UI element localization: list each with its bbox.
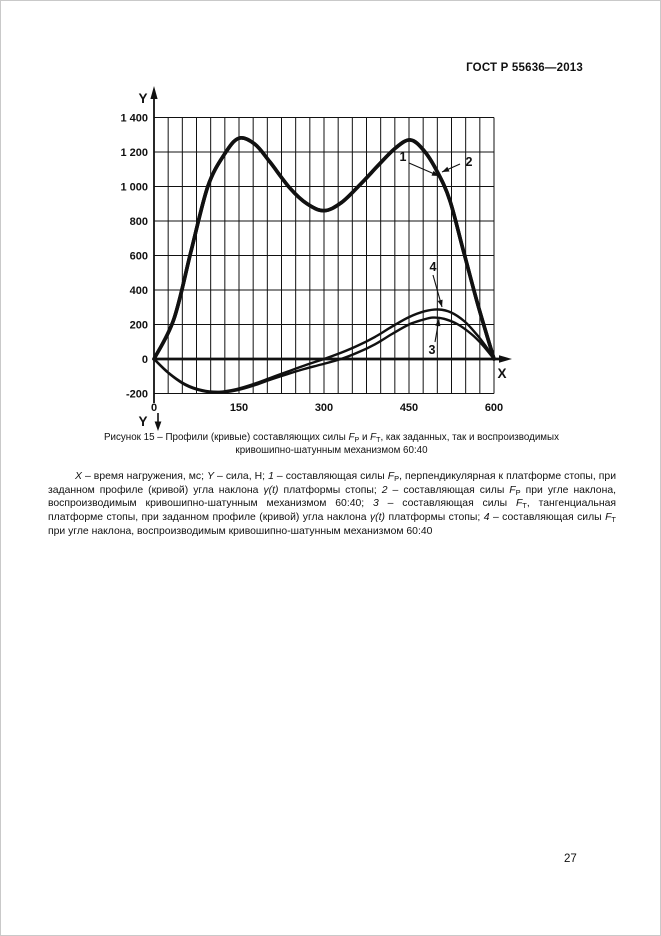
chart-grid (153, 117, 495, 394)
figure-caption: Рисунок 15 – Профили (кривые) составляющ… (31, 431, 632, 457)
page-number: 27 (564, 853, 577, 865)
curve-2 (152, 136, 496, 361)
y-tick-label: 800 (130, 216, 148, 228)
y-tick-label: 1 000 (120, 182, 148, 194)
x-tick-label: 300 (315, 402, 333, 414)
figure-legend-paragraph: X – время нагружения, мс; Y – сила, Н; 1… (48, 471, 616, 537)
y-tick-label: 0 (142, 354, 148, 366)
chart-curve-labels: 1 2 4 3 (400, 150, 473, 357)
y-axis-negative-label: Y (138, 414, 147, 429)
y-tick-label: 1 200 (120, 147, 148, 159)
curve-number-1: 1 (400, 150, 407, 164)
x-tick-label: 0 (151, 402, 157, 414)
chart-curves (152, 136, 496, 394)
x-axis-label: X (497, 366, 506, 381)
y-tick-label: -200 (126, 389, 148, 401)
chart-axes (150, 86, 512, 431)
curve-4 (152, 308, 496, 394)
y-tick-label: 200 (130, 320, 148, 332)
y-tick-label: 600 (130, 251, 148, 263)
y-axis-label: Y (138, 91, 147, 106)
curve-number-2: 2 (466, 155, 473, 169)
figure-15-chart: 1 400 1 200 1 000 800 600 400 200 0 -200 0 150 300 4… (91, 81, 531, 437)
document-header: ГОСТ Р 55636—2013 (466, 62, 583, 74)
x-tick-label: 450 (400, 402, 418, 414)
x-tick-label: 150 (230, 402, 248, 414)
y-tick-label: 400 (130, 285, 148, 297)
figure-caption-line-2: кривошипно-шатунным механизмом 60:40 (235, 445, 428, 456)
x-tick-label: 600 (485, 402, 503, 414)
curve-number-4: 4 (430, 260, 437, 274)
y-tick-label: 1 400 (120, 113, 148, 125)
curve-number-3: 3 (429, 343, 436, 357)
figure-caption-line-1: Рисунок 15 – Профили (кривые) составляющ… (104, 432, 559, 444)
